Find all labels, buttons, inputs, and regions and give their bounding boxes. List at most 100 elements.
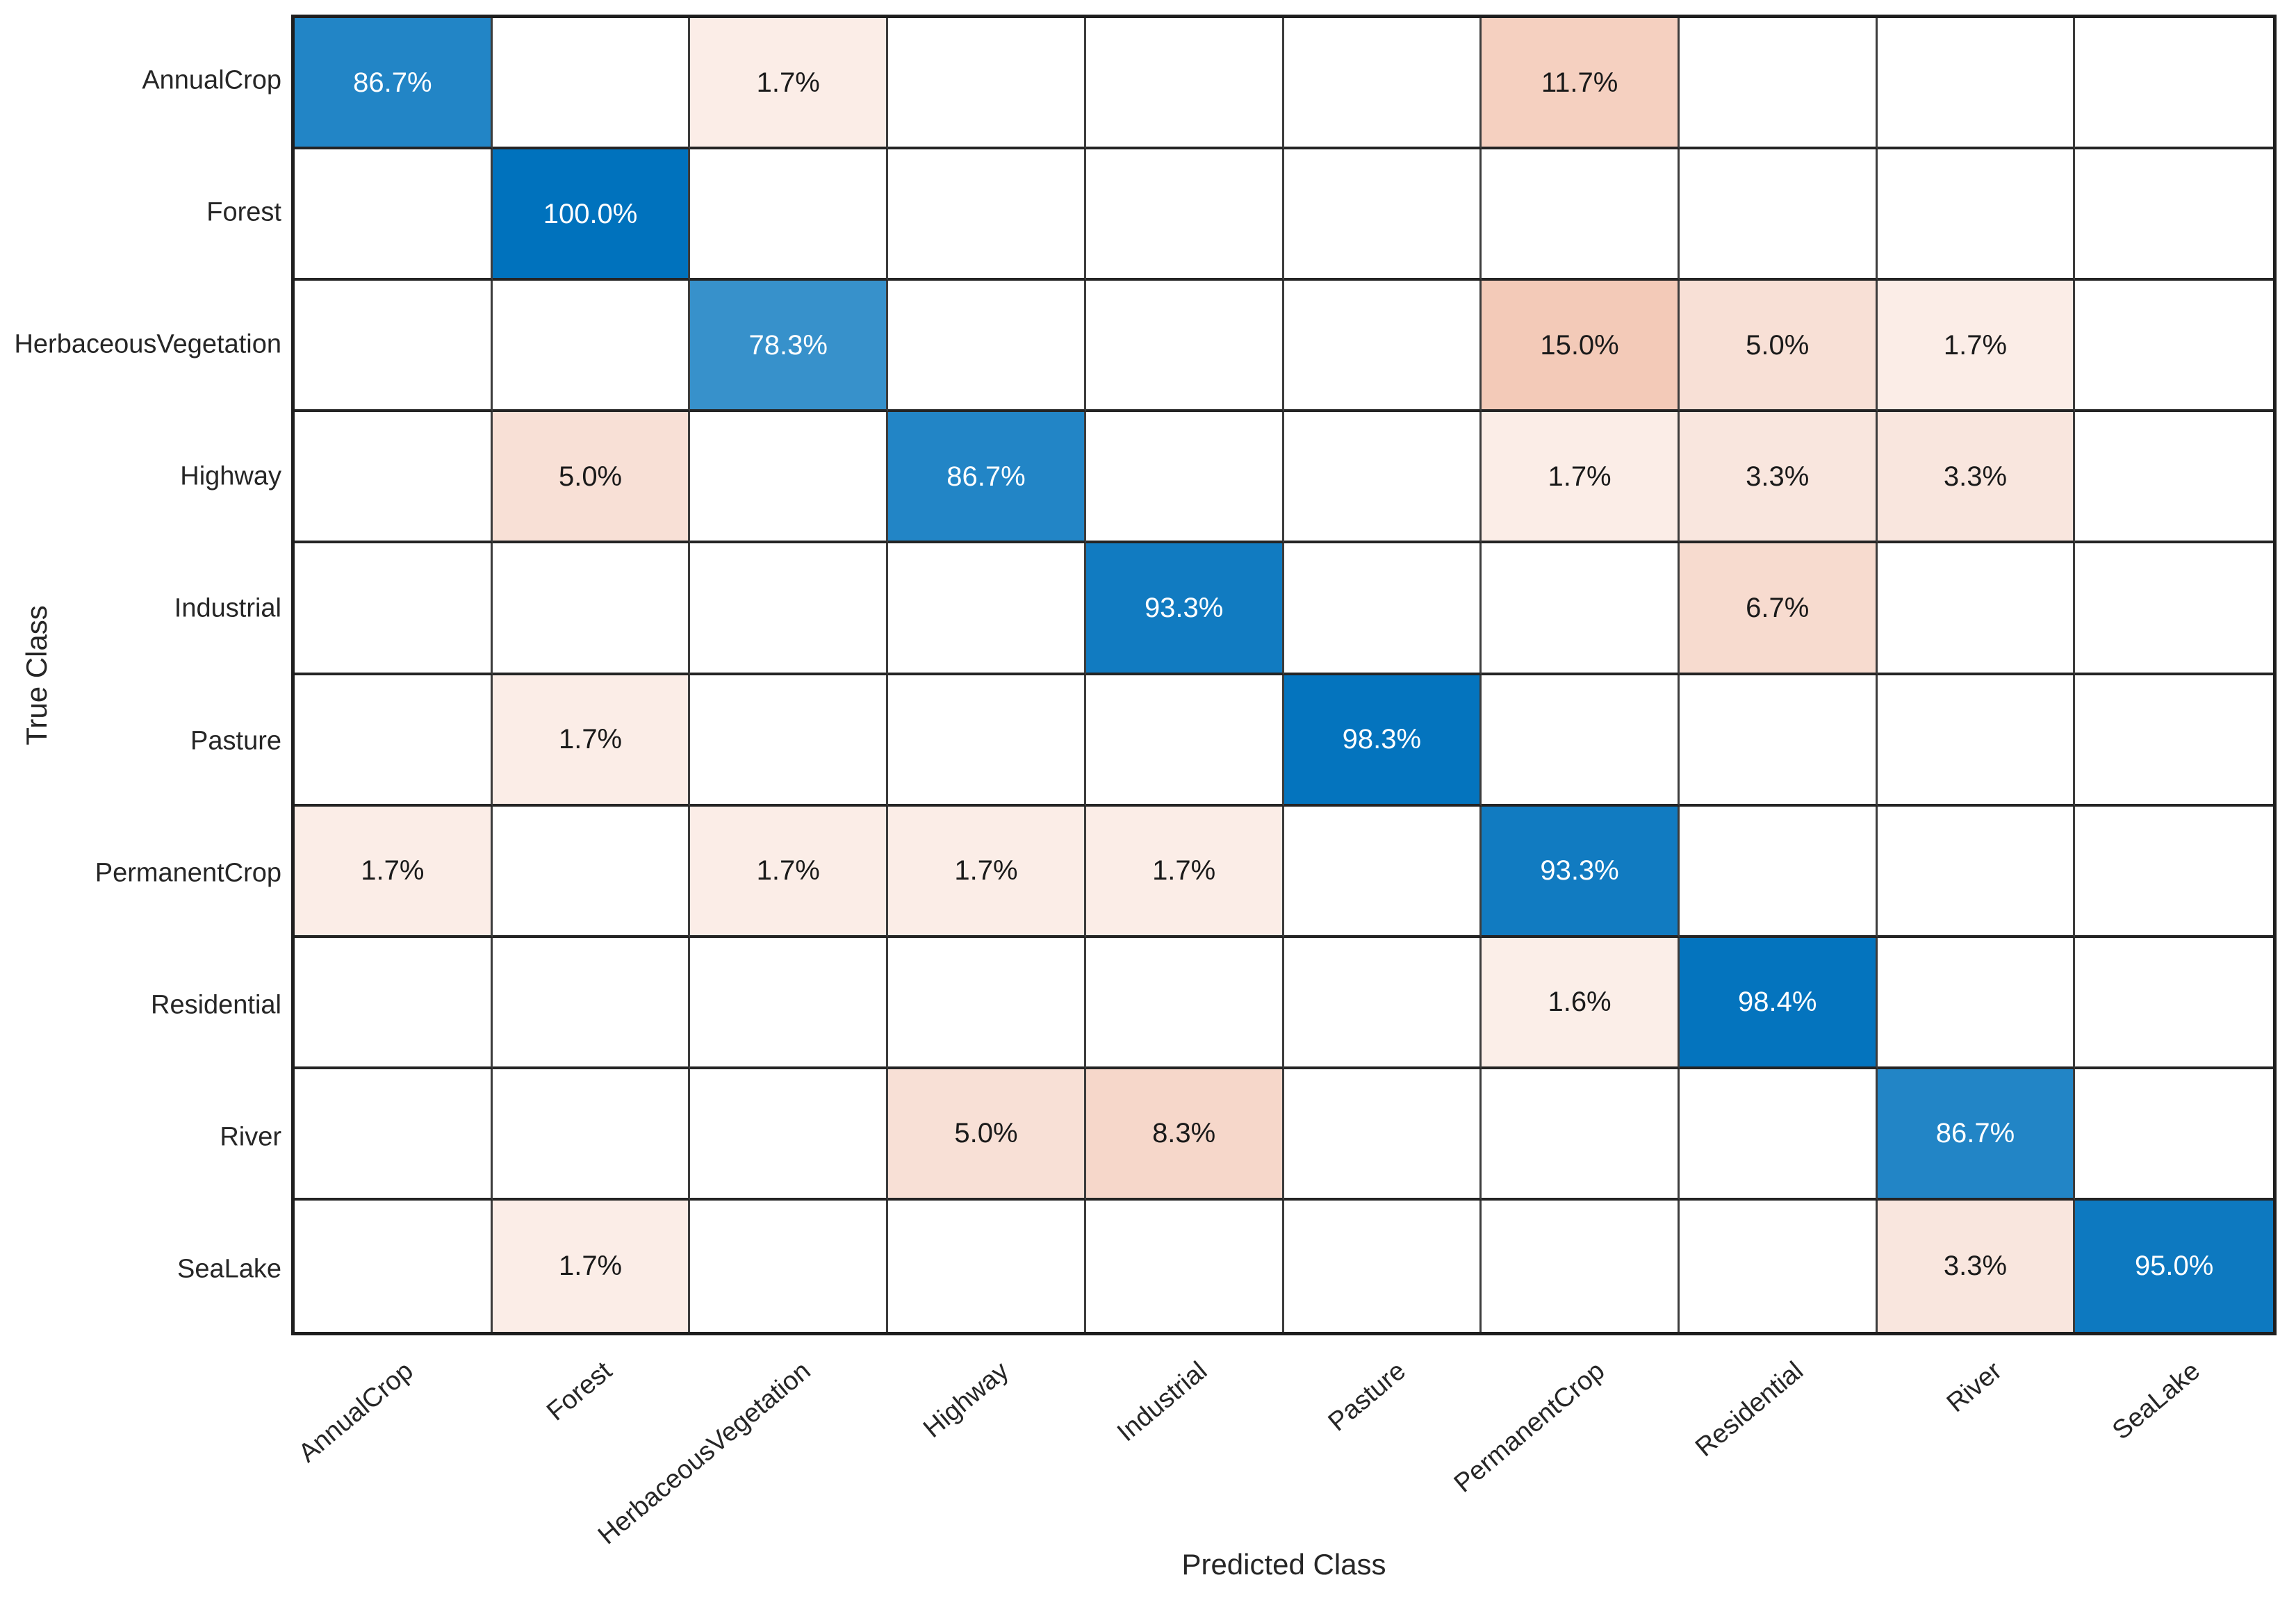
- matrix-cell: 1.7%: [1482, 412, 1680, 544]
- matrix-cell: 1.7%: [492, 675, 691, 807]
- y-tick-label: SeaLake: [177, 1254, 281, 1284]
- matrix-cell: [1482, 149, 1680, 281]
- matrix-cell: [1284, 149, 1482, 281]
- matrix-cell: [2075, 281, 2273, 413]
- matrix-cell: [492, 543, 691, 675]
- x-tick-label: Industrial: [1112, 1356, 1213, 1448]
- matrix-cell-diagonal: 100.0%: [492, 149, 691, 281]
- matrix-cell: [2075, 1069, 2273, 1201]
- x-axis-title: Predicted Class: [1181, 1548, 1386, 1581]
- x-tick-label: AnnualCrop: [293, 1356, 419, 1469]
- cell-value: 98.4%: [1738, 987, 1817, 1018]
- cell-value: 1.7%: [1943, 329, 2008, 361]
- matrix-cell-diagonal: 98.3%: [1284, 675, 1482, 807]
- matrix-cell: [1085, 937, 1284, 1069]
- cell-value: 93.3%: [1540, 855, 1619, 887]
- matrix-cell: [690, 1200, 889, 1332]
- matrix-cell: [888, 149, 1086, 281]
- cell-value: 1.7%: [361, 855, 425, 887]
- x-tick-label: Residential: [1689, 1356, 1809, 1463]
- matrix-cell: [888, 281, 1086, 413]
- cell-value: 8.3%: [1152, 1118, 1216, 1149]
- confusion-matrix-grid: 86.7% 1.7% 11.7% 100.0% 78.3% 15.0% 5.0% 1.7% 5.…: [291, 15, 2277, 1335]
- matrix-cell: [492, 281, 691, 413]
- matrix-cell: [1679, 675, 1878, 807]
- matrix-cell: [1284, 543, 1482, 675]
- matrix-cell: 3.3%: [1877, 412, 2076, 544]
- matrix-cell: 3.3%: [1679, 412, 1878, 544]
- cell-value: 93.3%: [1144, 592, 1224, 623]
- x-tick-label: Pasture: [1323, 1356, 1412, 1437]
- matrix-cell: [2075, 675, 2273, 807]
- cell-value: 1.7%: [756, 855, 820, 887]
- cell-value: 1.7%: [954, 855, 1018, 887]
- matrix-cell: [1877, 937, 2076, 1069]
- cell-value: 3.3%: [1943, 1251, 2008, 1282]
- cell-value: 1.7%: [756, 67, 820, 98]
- matrix-cell: 5.0%: [888, 1069, 1086, 1201]
- cell-value: 78.3%: [748, 329, 828, 361]
- matrix-cell: [1284, 18, 1482, 150]
- matrix-cell: [1482, 675, 1680, 807]
- matrix-cell: [1877, 543, 2076, 675]
- matrix-cell: [295, 281, 493, 413]
- y-tick-label: River: [220, 1122, 281, 1152]
- matrix-cell: [888, 937, 1086, 1069]
- matrix-cell-diagonal: 98.4%: [1679, 937, 1878, 1069]
- cell-value: 1.7%: [558, 724, 623, 755]
- matrix-cell: [1482, 1200, 1680, 1332]
- matrix-cell: [1085, 149, 1284, 281]
- matrix-cell: [1679, 18, 1878, 150]
- matrix-cell: 5.0%: [1679, 281, 1878, 413]
- y-tick-label: Residential: [151, 990, 281, 1020]
- cell-value: 3.3%: [1943, 461, 2008, 492]
- matrix-cell: 8.3%: [1085, 1069, 1284, 1201]
- matrix-cell: [888, 18, 1086, 150]
- cell-value: 98.3%: [1342, 724, 1422, 755]
- matrix-cell: [1679, 1200, 1878, 1332]
- matrix-cell: 1.7%: [492, 1200, 691, 1332]
- matrix-cell: [888, 1200, 1086, 1332]
- x-tick-label: SeaLake: [2107, 1356, 2206, 1446]
- cell-value: 1.7%: [1548, 461, 1612, 492]
- cell-value: 86.7%: [1935, 1118, 2015, 1149]
- matrix-cell: [295, 1200, 493, 1332]
- matrix-cell: [1679, 149, 1878, 281]
- matrix-cell: [492, 937, 691, 1069]
- cell-value: 5.0%: [954, 1118, 1018, 1149]
- cell-value: 100.0%: [543, 198, 638, 229]
- x-tick-label: River: [1941, 1356, 2008, 1419]
- matrix-cell: [1284, 281, 1482, 413]
- matrix-cell: [690, 543, 889, 675]
- y-tick-label: HerbaceousVegetation: [14, 329, 281, 359]
- matrix-cell: 3.3%: [1877, 1200, 2076, 1332]
- matrix-cell: [2075, 412, 2273, 544]
- matrix-cell: [295, 149, 493, 281]
- matrix-cell-diagonal: 93.3%: [1085, 543, 1284, 675]
- matrix-cell: [1679, 1069, 1878, 1201]
- matrix-cell: [2075, 937, 2273, 1069]
- matrix-cell-diagonal: 86.7%: [295, 18, 493, 150]
- matrix-cell-diagonal: 95.0%: [2075, 1200, 2273, 1332]
- y-tick-label: Industrial: [174, 593, 281, 623]
- x-tick-label: Highway: [918, 1356, 1015, 1444]
- matrix-cell: [690, 1069, 889, 1201]
- matrix-cell: [492, 1069, 691, 1201]
- matrix-cell: [1284, 412, 1482, 544]
- matrix-cell: [295, 937, 493, 1069]
- matrix-cell: [1085, 1200, 1284, 1332]
- y-tick-label: AnnualCrop: [142, 65, 281, 95]
- matrix-cell: [1877, 806, 2076, 938]
- matrix-cell: [1085, 412, 1284, 544]
- matrix-cell: 1.7%: [888, 806, 1086, 938]
- x-tick-label: PermanentCrop: [1448, 1356, 1611, 1499]
- matrix-cell: [1877, 149, 2076, 281]
- matrix-cell: [295, 543, 493, 675]
- x-tick-label: HerbaceousVegetation: [592, 1356, 817, 1551]
- matrix-cell: 11.7%: [1482, 18, 1680, 150]
- matrix-cell: [1085, 281, 1284, 413]
- matrix-cell: 1.7%: [295, 806, 493, 938]
- matrix-cell: [1679, 806, 1878, 938]
- cell-value: 3.3%: [1746, 461, 1810, 492]
- y-tick-label: Pasture: [190, 726, 281, 756]
